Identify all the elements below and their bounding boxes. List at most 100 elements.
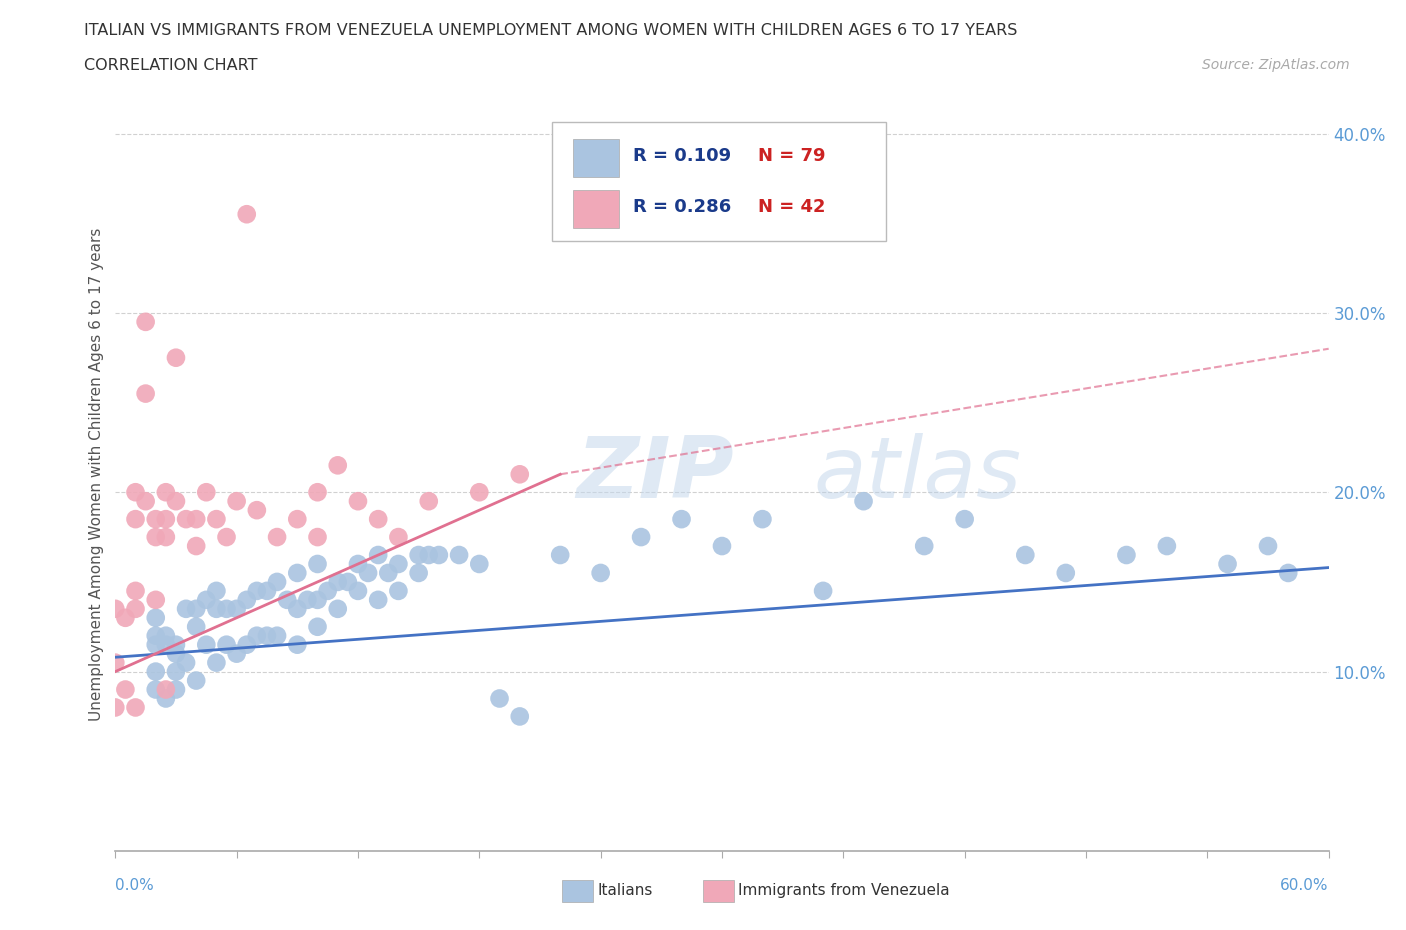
Point [195,485,218,499]
Point [387,556,409,571]
Point [307,485,329,499]
Point [307,556,329,571]
Text: N = 79: N = 79 [758,147,825,165]
Point [145,637,167,652]
Point [953,512,976,526]
Point [1216,556,1239,571]
Point [205,512,228,526]
Point [316,583,339,598]
Text: CORRELATION CHART: CORRELATION CHART [84,58,257,73]
Point [336,575,359,590]
Text: R = 0.109: R = 0.109 [634,147,731,165]
Bar [572,140,619,177]
Point [1156,538,1178,553]
Point [205,583,228,598]
Point [155,629,177,644]
Point [711,538,734,553]
Point [235,206,257,221]
Point [246,629,269,644]
Point [174,512,197,526]
Point [297,592,319,607]
Point [225,494,247,509]
Point [1277,565,1299,580]
Point [104,700,127,715]
Point [135,494,157,509]
Point [1115,548,1137,563]
Point [246,503,269,518]
Point [186,602,208,617]
Point [104,656,127,671]
Text: ITALIAN VS IMMIGRANTS FROM VENEZUELA UNEMPLOYMENT AMONG WOMEN WITH CHILDREN AGES: ITALIAN VS IMMIGRANTS FROM VENEZUELA UNE… [84,23,1018,38]
Point [165,646,187,661]
Point [307,530,329,545]
Point [548,548,571,563]
Point [285,602,308,617]
Point [135,386,157,401]
Point [285,565,308,580]
Point [509,709,531,724]
Point [124,602,146,617]
Point [488,691,510,706]
Point [145,664,167,679]
Text: Immigrants from Venezuela: Immigrants from Venezuela [738,884,950,898]
Point [367,512,389,526]
Point [468,556,491,571]
Point [326,602,349,617]
Point [215,530,238,545]
Point [408,565,430,580]
Point [266,530,288,545]
Text: Source: ZipAtlas.com: Source: ZipAtlas.com [1202,58,1350,72]
Point [256,583,278,598]
Point [225,602,247,617]
Point [751,512,773,526]
Text: N = 42: N = 42 [758,198,825,216]
Point [266,629,288,644]
Point [104,602,127,617]
Text: ZIP: ZIP [576,432,734,516]
Point [1054,565,1077,580]
Point [124,485,146,499]
Point [186,512,208,526]
Point [256,629,278,644]
Point [468,485,491,499]
Point [145,530,167,545]
Point [387,583,409,598]
Point [1014,548,1036,563]
Point [186,619,208,634]
Point [155,637,177,652]
Point [165,682,187,697]
Point [418,548,440,563]
Point [235,592,257,607]
Point [145,682,167,697]
Point [912,538,935,553]
Point [449,548,471,563]
Point [418,494,440,509]
Point [285,512,308,526]
Point [347,494,370,509]
Point [205,656,228,671]
Point [408,548,430,563]
Point [215,637,238,652]
Point [145,610,167,625]
Text: R = 0.286: R = 0.286 [634,198,731,216]
Point [1257,538,1279,553]
Point [124,700,146,715]
Point [347,556,370,571]
Point [367,592,389,607]
Point [326,458,349,472]
Point [377,565,399,580]
Point [671,512,693,526]
Point [114,682,136,697]
Point [155,512,177,526]
Point [186,538,208,553]
Point [114,610,136,625]
Text: Italians: Italians [598,884,652,898]
Y-axis label: Unemployment Among Women with Children Ages 6 to 17 years: Unemployment Among Women with Children A… [89,228,104,721]
Point [387,530,409,545]
Point [367,548,389,563]
Point [307,592,329,607]
Point [276,592,298,607]
Point [186,673,208,688]
Point [509,467,531,482]
Point [630,530,652,545]
